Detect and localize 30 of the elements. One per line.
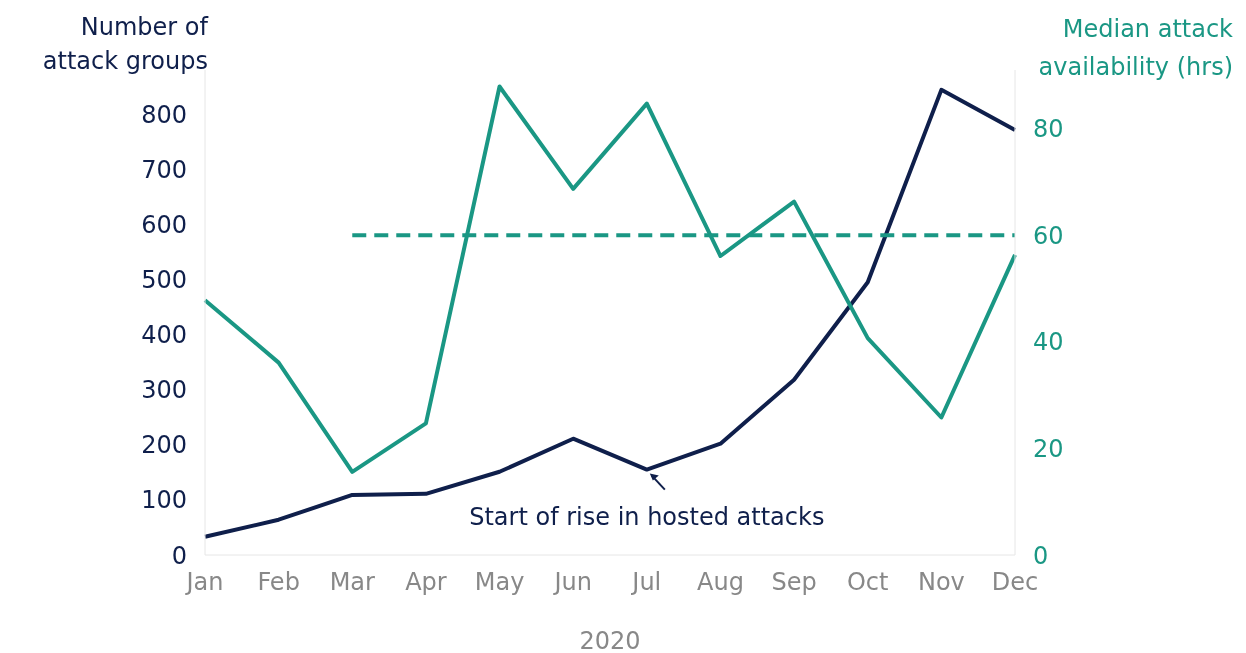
x-tick-label: Feb (257, 568, 300, 597)
y-tick-label: 0 (171, 541, 187, 570)
y-tick-label: 800 (141, 100, 187, 129)
y-axis-title: Number of attack groups (41, 12, 208, 77)
y-tick-label: 600 (141, 210, 187, 239)
y2-axis-title: Median attack availability (hrs) (1037, 14, 1233, 83)
y-tick-label: 700 (141, 155, 187, 184)
x-tick-label: Mar (329, 568, 376, 597)
x-tick-label: Nov (917, 568, 965, 597)
y2-tick-label: 20 (1033, 434, 1064, 463)
y-tick-label: 200 (141, 431, 187, 460)
x-tick-label: Jul (630, 568, 662, 597)
y-tick-label: 100 (141, 486, 187, 515)
annotation: Start of rise in hosted attacks (469, 502, 825, 531)
y2-tick-label: 40 (1033, 328, 1064, 357)
x-axis-title: 2020 (579, 627, 641, 653)
y-tick-label: 300 (141, 376, 187, 405)
y2-tick-label: 0 (1033, 541, 1049, 570)
x-tick-label: May (474, 568, 525, 597)
x-tick-label: Oct (846, 568, 889, 597)
x-tick-label: Dec (991, 568, 1039, 597)
x-tick-label: Sep (771, 568, 817, 597)
x-tick-label: Jan (184, 568, 224, 597)
y2-tick-label: 60 (1033, 221, 1064, 250)
x-tick-label: Aug (697, 568, 744, 597)
x-tick-label: Apr (405, 568, 447, 597)
y-tick-label: 500 (141, 265, 187, 294)
x-tick-label: Jun (552, 568, 592, 597)
y-tick-label: 400 (141, 321, 187, 350)
y2-tick-label: 80 (1033, 115, 1064, 144)
